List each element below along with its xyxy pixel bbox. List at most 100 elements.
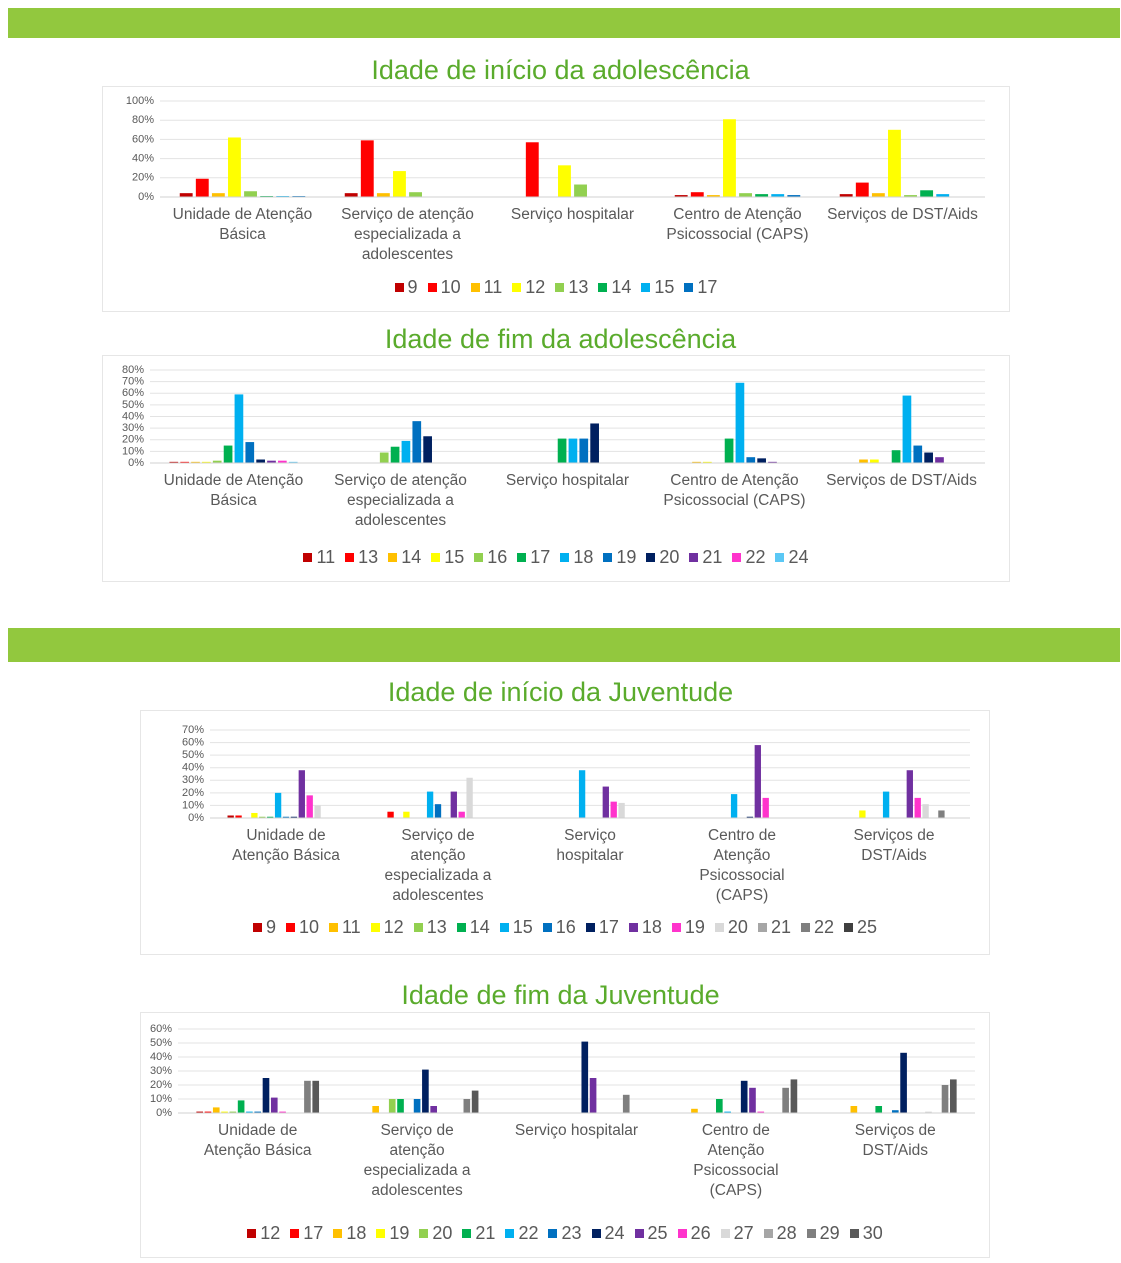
legend-swatch [542, 922, 552, 932]
y-tick-label: 80% [132, 114, 154, 126]
y-tick-label: 60% [132, 133, 154, 145]
bar [195, 178, 209, 197]
legend-label: 16 [487, 547, 508, 567]
legend-item: 15 [499, 916, 533, 938]
bar [393, 171, 406, 197]
bar [288, 461, 298, 463]
legend-item: 17 [517, 546, 550, 568]
legend-swatch [512, 282, 522, 292]
legend-label: 28 [776, 1223, 797, 1243]
bar [762, 797, 769, 818]
bar [251, 812, 258, 818]
legend-label: 25 [857, 917, 878, 937]
bar [757, 458, 766, 463]
legend-swatch [763, 1228, 773, 1238]
legend-label: 11 [341, 917, 361, 937]
legend-swatch [456, 922, 466, 932]
legend-swatch [555, 282, 565, 292]
bar [196, 1111, 203, 1113]
legend-swatch [470, 282, 480, 292]
legend-item: 9 [394, 276, 418, 298]
bar [227, 815, 234, 818]
legend: 11 13 14 15 16 17 18 19 20 21 22 24 [102, 546, 1010, 568]
bar [870, 459, 879, 463]
chart-title: Idade de fim da adolescência [384, 324, 737, 354]
legend-item: 27 [720, 1222, 754, 1244]
header-band [8, 628, 1120, 662]
chart-frame [140, 710, 990, 955]
legend-swatch [560, 552, 570, 562]
y-tick-label: 10% [122, 445, 144, 457]
bar [237, 1100, 245, 1113]
legend-swatch [285, 922, 295, 932]
bar [426, 791, 434, 818]
legend-swatch [370, 922, 380, 932]
bar [757, 1111, 765, 1113]
x-tick-label: Serviço de atenção especializada a adole… [384, 827, 492, 904]
bar [754, 745, 761, 818]
bar [920, 190, 934, 197]
legend-label: 20 [727, 917, 748, 937]
bar [212, 1107, 220, 1113]
bar [749, 1087, 756, 1113]
legend-swatch [732, 552, 742, 562]
bar [906, 770, 913, 818]
bar [579, 438, 589, 463]
legend-swatch [641, 282, 651, 292]
y-tick-label: 0% [156, 1107, 172, 1119]
bar [888, 129, 901, 197]
legend-label: 22 [518, 1223, 539, 1243]
legend-item: 20 [714, 916, 748, 938]
legend-label: 22 [745, 547, 766, 567]
bar [924, 452, 933, 463]
x-tick-label: Unidade de Atenção Básica [172, 206, 313, 243]
bar [463, 1099, 471, 1113]
bar [298, 770, 305, 818]
bar [229, 1111, 237, 1113]
legend-label: 11 [316, 547, 336, 567]
y-tick-label: 100% [126, 95, 154, 107]
legend-item: 10 [285, 916, 319, 938]
legend-item: 11 [303, 546, 335, 568]
bar [590, 423, 599, 463]
bar [859, 459, 868, 463]
legend-label: 18 [573, 547, 594, 567]
legend-item: 25 [844, 916, 877, 938]
bar [388, 1099, 396, 1113]
x-tick-label: Serviço hospitalar [510, 206, 635, 223]
y-tick-label: 20% [122, 434, 144, 446]
legend-label: 14 [401, 547, 422, 567]
legend-swatch [328, 922, 338, 932]
bar [602, 786, 609, 818]
legend-item: 24 [775, 546, 809, 568]
legend-swatch [844, 922, 854, 932]
bar [270, 1097, 278, 1113]
legend-label: 14 [611, 277, 632, 297]
legend-label: 12 [383, 917, 404, 937]
bar [191, 461, 200, 463]
x-tick-label: Serviços de DST/Aids [826, 472, 977, 489]
legend-item: 18 [560, 546, 593, 568]
legend-item: 10 [427, 276, 461, 298]
legend-item: 13 [345, 546, 378, 568]
legend-label: 9 [265, 917, 276, 937]
legend-label: 30 [862, 1223, 883, 1243]
bar [839, 194, 853, 197]
bar [716, 1099, 723, 1113]
bar [902, 395, 912, 463]
legend-label: 13 [568, 277, 589, 297]
y-tick-label: 30% [122, 422, 144, 434]
legend-item: 15 [431, 546, 464, 568]
bar [692, 461, 701, 463]
legend-label: 24 [604, 1223, 625, 1243]
bar [730, 794, 738, 818]
bar [169, 461, 179, 463]
legend: 12 17 18 19 20 21 22 23 24 25 26 27 28 29 30 [140, 1222, 990, 1244]
bar [235, 815, 242, 818]
x-tick-label: Serviço hospitalar [505, 472, 630, 489]
legend-item: 25 [634, 1222, 668, 1244]
legend-label: 26 [690, 1223, 711, 1243]
bar [578, 770, 586, 818]
legend-item: 24 [591, 1222, 625, 1244]
